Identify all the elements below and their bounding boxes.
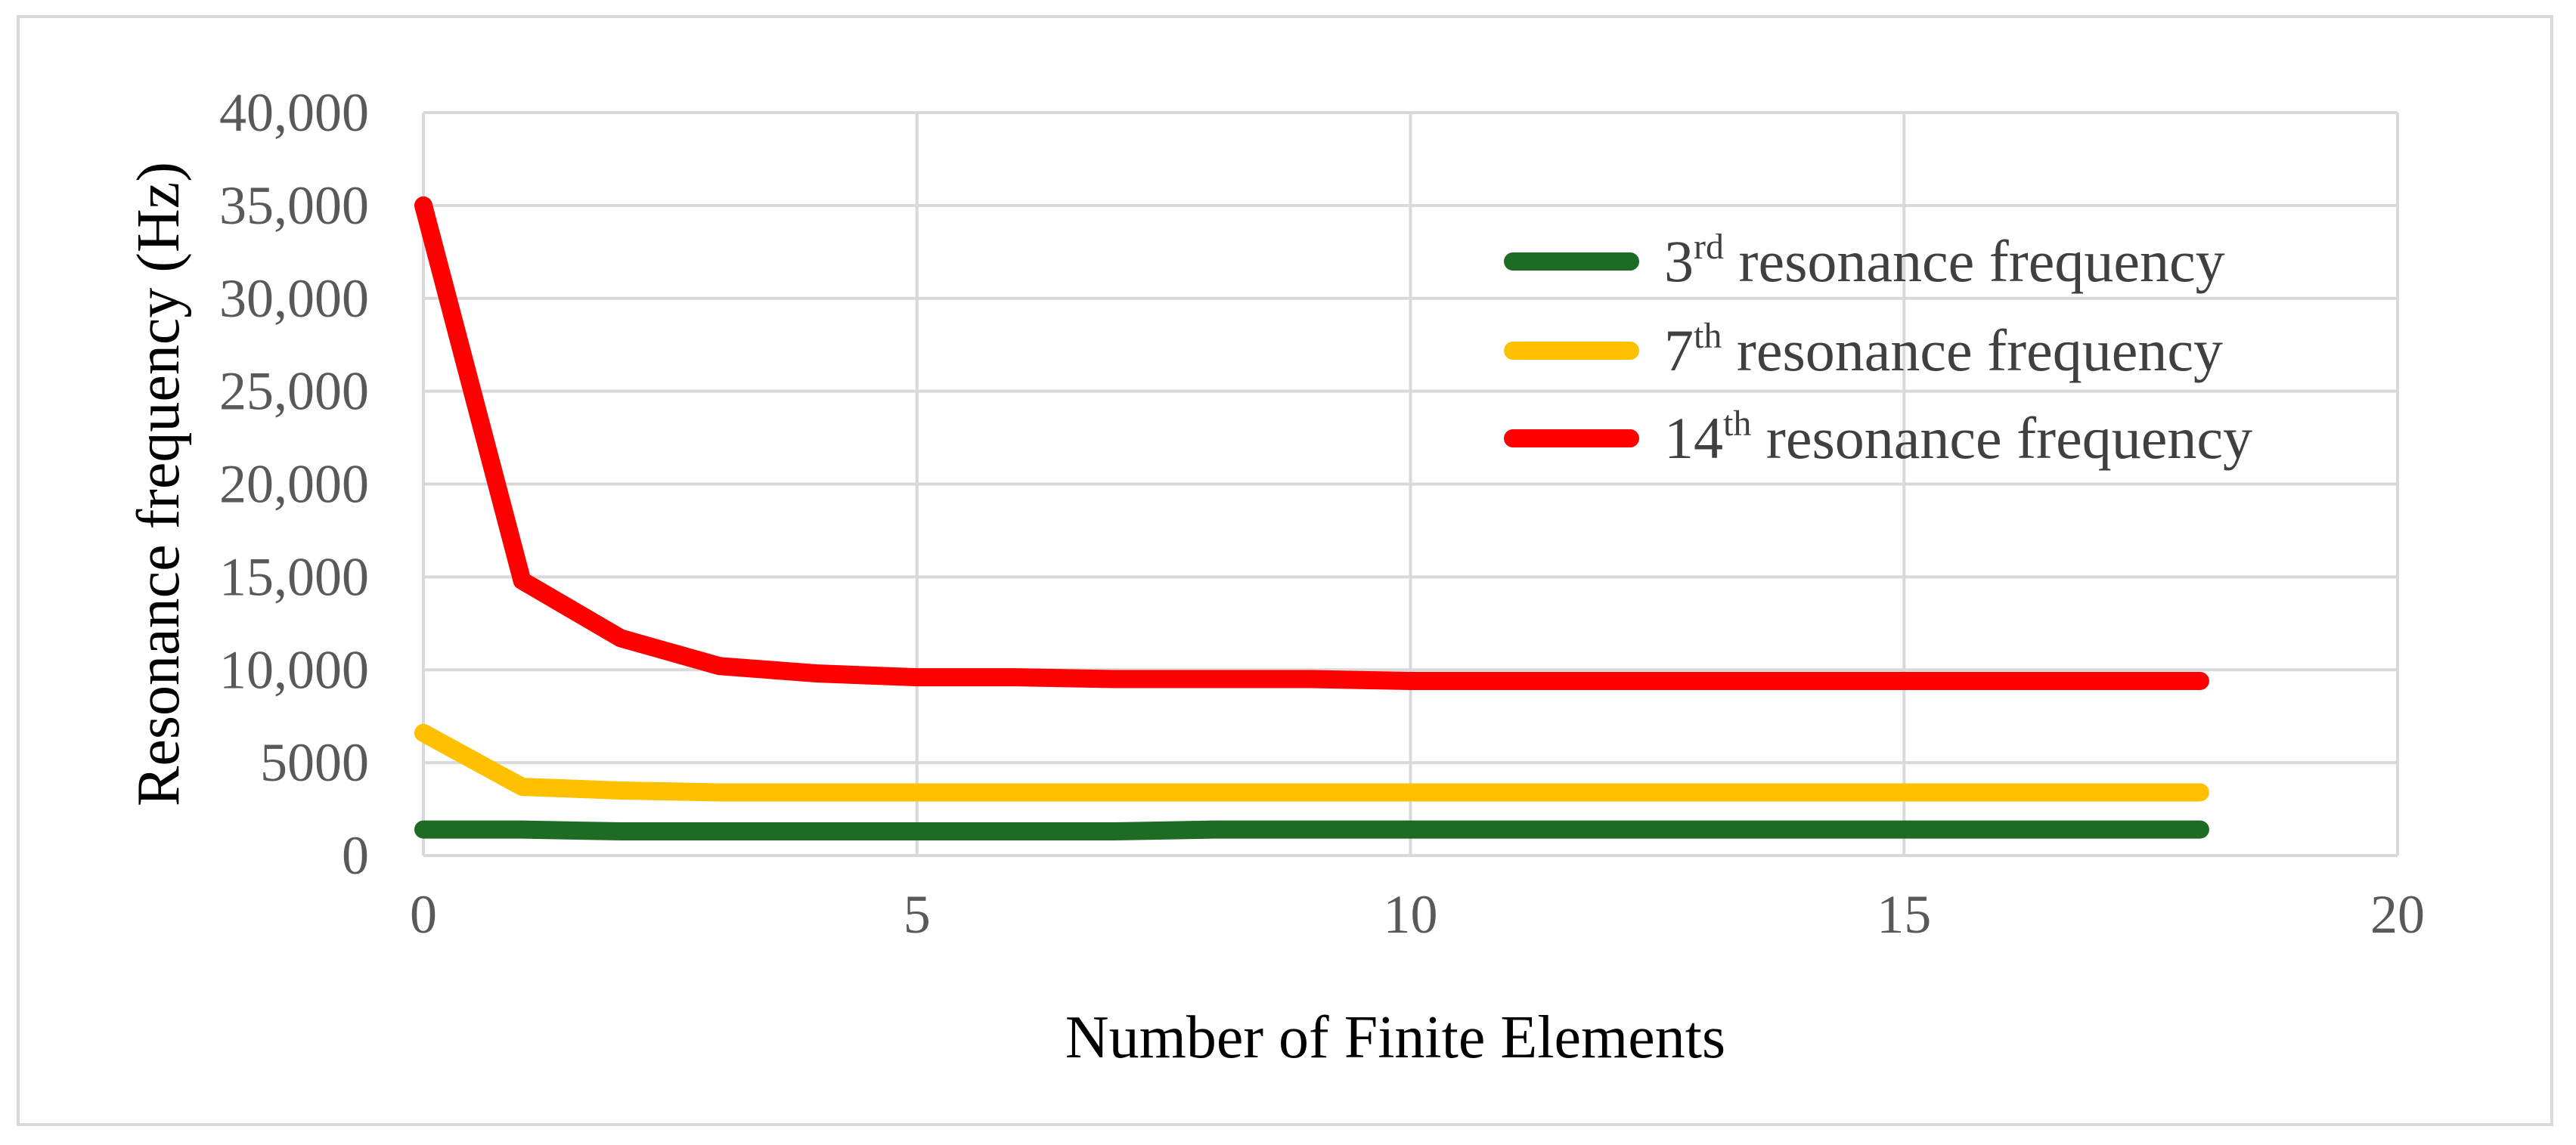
line-chart: 0 5000 10,000 15,000 20,000 25,000 30,000 35,00… [126, 82, 2425, 1071]
legend-label: 14th resonance frequency [1664, 404, 2252, 471]
y-tick-label: 35,000 [219, 175, 369, 236]
grid-lines [422, 111, 2399, 857]
x-tick-label: 15 [1877, 884, 1931, 945]
x-tick-label: 0 [410, 884, 437, 945]
series-line [414, 820, 2209, 841]
legend-label: 7th resonance frequency [1664, 316, 2223, 383]
y-tick-label: 10,000 [219, 639, 369, 700]
series-line [414, 196, 2209, 690]
x-tick-label: 10 [1384, 884, 1438, 945]
y-tick-label: 30,000 [219, 268, 369, 329]
legend-label: 3rd resonance frequency [1664, 227, 2225, 294]
chart-frame: 0 5000 10,000 15,000 20,000 25,000 30,000 35,00… [17, 15, 2553, 1126]
y-axis-title: Resonance frequency (Hz) [126, 162, 192, 806]
y-axis-ticks: 0 5000 10,000 15,000 20,000 25,000 30,000 35,00… [219, 82, 369, 886]
series-lines [414, 196, 2209, 841]
x-tick-label: 20 [2370, 884, 2425, 945]
y-tick-label: 20,000 [219, 454, 369, 515]
y-tick-label: 15,000 [219, 546, 369, 607]
x-axis-title: Number of Finite Elements [1065, 1004, 1725, 1071]
y-tick-label: 0 [342, 825, 369, 886]
x-axis-ticks: 0 5 10 15 20 [410, 884, 2425, 945]
y-tick-label: 25,000 [219, 361, 369, 422]
x-tick-label: 5 [904, 884, 931, 945]
y-tick-label: 5000 [260, 732, 369, 793]
y-tick-label: 40,000 [219, 82, 369, 143]
series-line [414, 723, 2209, 802]
legend: 3rd resonance frequency 7th resonance fre… [1504, 227, 2252, 471]
